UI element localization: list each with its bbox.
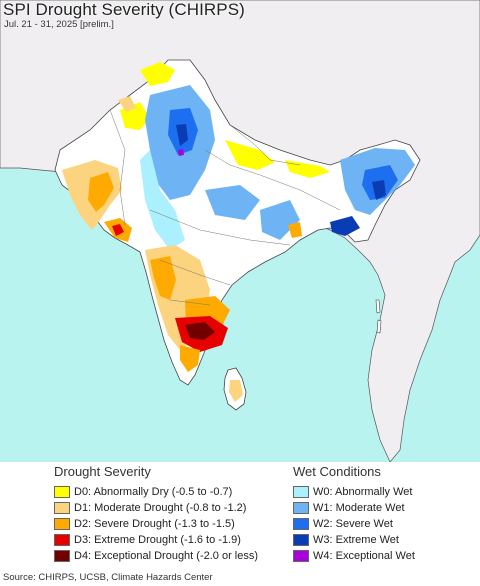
map-title: SPI Drought Severity (CHIRPS) <box>3 0 245 19</box>
d1-srilanka <box>229 380 243 402</box>
legend-label-w1: W1: Moderate Wet <box>313 502 405 514</box>
legend: Drought Severity D0: Abnormally Dry (-0.… <box>0 462 480 570</box>
legend-label-w2: W2: Severe Wet <box>313 518 393 530</box>
legend-item-w0: W0: Abnormally Wet <box>293 484 415 500</box>
legend-label-d0: D0: Abnormally Dry (-0.5 to -0.7) <box>74 486 233 498</box>
legend-swatch-d0 <box>54 486 70 498</box>
south-asia-land <box>54 59 421 386</box>
d2-tn <box>180 345 200 372</box>
drought-legend: Drought Severity D0: Abnormally Dry (-0.… <box>54 464 258 564</box>
d2-east-india <box>288 222 302 238</box>
legend-swatch-d4 <box>54 550 70 562</box>
legend-item-w1: W1: Moderate Wet <box>293 500 415 516</box>
d0-east <box>225 140 275 170</box>
legend-swatch-w1 <box>293 502 309 514</box>
legend-item-w4: W4: Exceptional Wet <box>293 548 415 564</box>
map-subtitle: Jul. 21 - 31, 2025 [prelim.] <box>4 19 114 30</box>
w3-northeast <box>372 180 386 200</box>
legend-item-w2: W2: Severe Wet <box>293 516 415 532</box>
map-panel <box>0 0 480 462</box>
legend-swatch-d2 <box>54 518 70 530</box>
d0-north <box>140 62 175 86</box>
legend-item-w3: W3: Extreme Wet <box>293 532 415 548</box>
legend-item-d2: D2: Severe Drought (-1.3 to -1.5) <box>54 516 258 532</box>
legend-item-d1: D1: Moderate Drought (-0.8 to -1.2) <box>54 500 258 516</box>
legend-label-d3: D3: Extreme Drought (-1.6 to -1.9) <box>74 534 241 546</box>
w4-spot <box>178 149 184 156</box>
d4-south <box>185 322 215 340</box>
legend-label-d2: D2: Severe Drought (-1.3 to -1.5) <box>74 518 235 530</box>
wet-legend-heading: Wet Conditions <box>293 464 381 479</box>
legend-swatch-w4 <box>293 550 309 562</box>
legend-item-d4: D4: Exceptional Drought (-2.0 or less) <box>54 548 258 564</box>
legend-label-w0: W0: Abnormally Wet <box>313 486 413 498</box>
legend-swatch-w3 <box>293 534 309 546</box>
legend-label-d4: D4: Exceptional Drought (-2.0 or less) <box>74 550 259 562</box>
legend-item-d3: D3: Extreme Drought (-1.6 to -1.9) <box>54 532 258 548</box>
source-credit: Source: CHIRPS, UCSB, Climate Hazards Ce… <box>3 572 213 583</box>
w0-central <box>140 150 185 250</box>
legend-label-w4: W4: Exceptional Wet <box>313 550 415 562</box>
drought-map <box>0 0 480 462</box>
wet-legend: Wet Conditions W0: Abnormally Wet W1: Mo… <box>293 464 415 564</box>
legend-label-d1: D1: Moderate Drought (-0.8 to -1.2) <box>74 502 247 514</box>
bay-islands <box>375 299 382 334</box>
legend-item-d0: D0: Abnormally Dry (-0.5 to -0.7) <box>54 484 258 500</box>
d3-gujarat <box>112 224 124 236</box>
w3-central <box>176 124 188 146</box>
internal-borders <box>109 109 341 306</box>
legend-swatch-d3 <box>54 534 70 546</box>
d2-south <box>150 256 176 300</box>
legend-swatch-d1 <box>54 502 70 514</box>
legend-swatch-w0 <box>293 486 309 498</box>
legend-swatch-w2 <box>293 518 309 530</box>
legend-label-w3: W3: Extreme Wet <box>313 534 399 546</box>
w1-mp <box>205 185 260 220</box>
drought-legend-heading: Drought Severity <box>54 464 151 479</box>
d2-west <box>88 172 114 212</box>
w3-bangladesh <box>330 216 360 236</box>
d1-north <box>118 96 136 112</box>
